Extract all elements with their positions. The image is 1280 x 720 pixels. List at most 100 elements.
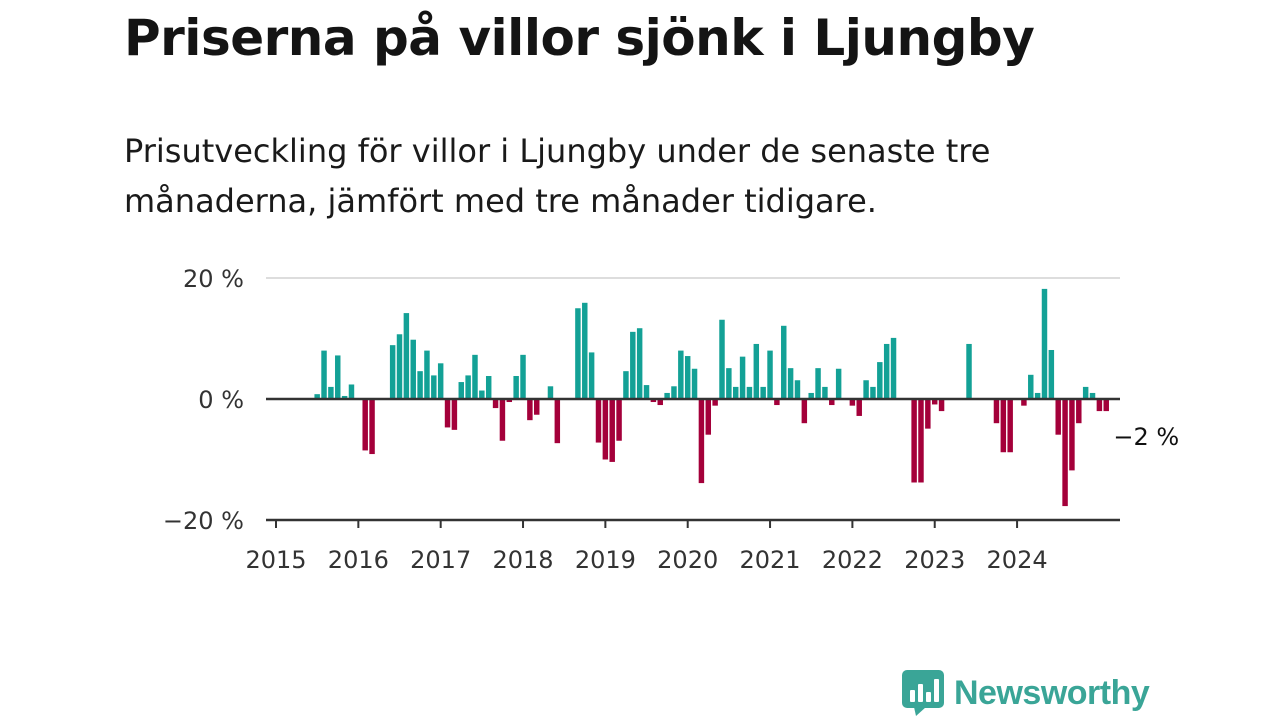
- bar: [362, 399, 368, 451]
- bar: [424, 350, 430, 399]
- bar: [595, 399, 602, 443]
- bar: [774, 399, 780, 406]
- bar: [918, 399, 924, 483]
- bar: [472, 354, 478, 399]
- bar: [485, 376, 492, 399]
- bar: [451, 399, 458, 430]
- bar: [753, 343, 760, 399]
- bar: [739, 356, 746, 399]
- bar: [883, 343, 890, 399]
- bar: [1076, 399, 1082, 424]
- y-tick-label: −20 %: [163, 507, 244, 535]
- last-value-annotation: −2 %: [1113, 423, 1179, 451]
- bar: [705, 399, 712, 435]
- bar: [863, 380, 869, 399]
- bar: [684, 356, 691, 399]
- bar: [643, 385, 650, 399]
- bar: [856, 399, 862, 416]
- bar: [890, 337, 897, 399]
- bar: [849, 399, 856, 406]
- bar: [712, 399, 718, 406]
- bar: [829, 399, 835, 406]
- bar: [691, 368, 698, 399]
- bar: [328, 386, 334, 399]
- bar: [499, 399, 506, 441]
- bar: [1007, 399, 1013, 453]
- bar: [698, 399, 705, 484]
- x-tick-label: 2023: [904, 546, 965, 574]
- bar: [746, 386, 753, 399]
- bar: [1069, 399, 1075, 471]
- bar: [609, 399, 615, 462]
- bar: [547, 386, 554, 399]
- bar: [781, 325, 787, 399]
- bar: [636, 328, 643, 399]
- bar: [794, 380, 801, 399]
- bar: [938, 399, 945, 412]
- bar: [341, 395, 348, 399]
- x-tick-label: 2022: [822, 546, 883, 574]
- bar: [1048, 349, 1055, 399]
- bar: [1041, 288, 1048, 399]
- bar: [801, 399, 808, 424]
- bar: [767, 350, 773, 399]
- bar: [822, 386, 828, 399]
- bar: [650, 399, 657, 403]
- bar: [1082, 386, 1089, 399]
- bar: [760, 386, 766, 399]
- bar: [630, 331, 636, 399]
- bar: [657, 399, 663, 406]
- brand-name: Newsworthy: [954, 673, 1150, 712]
- brand-logo: Newsworthy: [902, 670, 1150, 716]
- bar: [678, 350, 684, 399]
- bar: [1034, 392, 1041, 399]
- bar: [437, 363, 444, 399]
- bar: [458, 382, 464, 399]
- x-tick-label: 2016: [328, 546, 389, 574]
- bar: [314, 394, 320, 399]
- bar: [479, 390, 485, 399]
- bar: [588, 352, 595, 399]
- chart-title: Priserna på villor sjönk i Ljungby: [124, 9, 1035, 67]
- bar: [719, 319, 725, 399]
- bar: [527, 399, 533, 421]
- bar: [1062, 399, 1068, 507]
- bar: [389, 345, 396, 399]
- bar: [623, 371, 629, 399]
- bar: [925, 399, 931, 429]
- bar: [492, 399, 499, 409]
- bar: [582, 302, 588, 399]
- x-tick-label: 2024: [987, 546, 1048, 574]
- bar: [993, 399, 1000, 424]
- bar: [911, 399, 917, 483]
- bar: [815, 368, 821, 399]
- x-tick-label: 2015: [245, 546, 306, 574]
- bar: [931, 399, 938, 405]
- x-tick-label: 2021: [740, 546, 801, 574]
- bar: [554, 399, 561, 444]
- bar: [369, 399, 375, 455]
- bar: [966, 343, 972, 399]
- bar-chart: 20 % 0 % −20 %2015 2016 2017 2018 2019 2020 2021…: [162, 265, 1180, 574]
- bar: [671, 386, 677, 399]
- y-tick-label: 0 %: [198, 386, 244, 414]
- bar: [321, 350, 327, 399]
- bar: [348, 384, 355, 399]
- bar: [520, 354, 526, 399]
- bar: [410, 339, 416, 399]
- bar: [1028, 374, 1034, 399]
- newsworthy-logo-icon: [902, 670, 944, 716]
- bar: [877, 362, 883, 399]
- bar: [403, 313, 410, 399]
- chart-subtitle: Prisutveckling för villor i Ljungby unde…: [124, 132, 991, 220]
- bar: [1089, 392, 1096, 399]
- bar: [1021, 399, 1027, 406]
- bar: [513, 376, 519, 399]
- y-tick-label: 20 %: [183, 265, 244, 293]
- bar: [335, 355, 341, 399]
- bar: [870, 386, 876, 399]
- bar: [1000, 399, 1007, 453]
- bar: [808, 392, 814, 399]
- bar: [506, 399, 513, 403]
- bar: [465, 375, 471, 399]
